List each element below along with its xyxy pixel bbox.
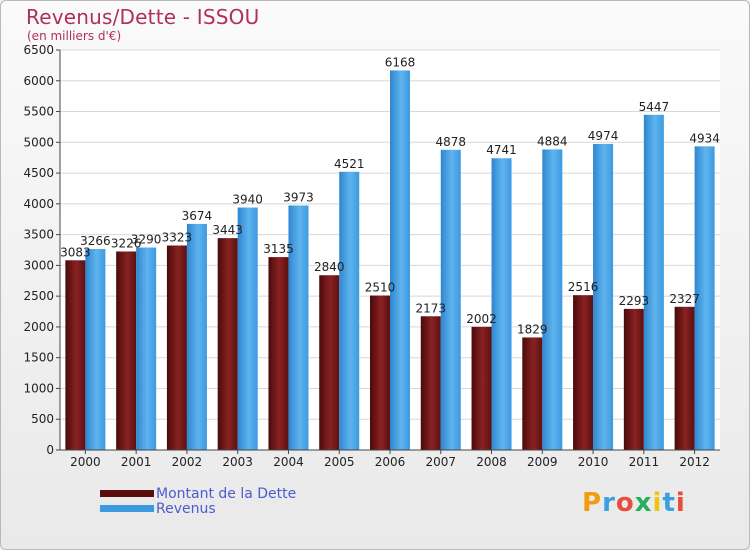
bar-debt [65, 260, 86, 450]
y-tick-label: 2500 [23, 289, 54, 303]
legend-label-revenue: Revenus [156, 500, 216, 517]
bar-revenue [542, 149, 563, 450]
chart-subtitle: (en milliers d'€) [27, 29, 122, 43]
bar-debt [471, 326, 492, 450]
legend-swatch-revenue [100, 505, 154, 512]
x-tick-label: 2006 [375, 455, 406, 469]
bar-revenue [390, 70, 410, 450]
bar-debt [268, 257, 289, 450]
bar-debt [522, 337, 543, 450]
data-label-revenue: 4974 [588, 129, 619, 143]
data-label-revenue: 4934 [689, 131, 720, 145]
bar-revenue [85, 249, 106, 450]
x-tick-label: 2001 [121, 455, 152, 469]
data-label-debt: 2840 [314, 260, 345, 274]
data-label-revenue: 6168 [385, 55, 416, 69]
data-label-debt: 3323 [162, 231, 193, 245]
y-tick-label: 5500 [23, 105, 54, 119]
bar-revenue [694, 146, 715, 450]
y-tick-label: 1000 [23, 381, 54, 395]
bar-debt [319, 275, 340, 450]
proxiti-logo: Proxiti [582, 488, 686, 518]
bar-debt [623, 308, 644, 450]
data-label-revenue: 4884 [537, 134, 568, 148]
y-tick-label: 3500 [23, 228, 54, 242]
bar-revenue [186, 223, 207, 450]
bar-debt [674, 306, 695, 450]
y-tick-label: 500 [31, 412, 54, 426]
y-tick-label: 0 [46, 443, 54, 457]
logo-letter: i [675, 488, 686, 518]
x-tick-label: 2009 [527, 455, 558, 469]
x-tick-label: 2005 [324, 455, 355, 469]
legend: Montant de la Dette Revenus [100, 485, 297, 517]
data-label-revenue: 4521 [334, 157, 365, 171]
data-label-revenue: 3973 [283, 191, 314, 205]
bar-revenue [339, 171, 360, 451]
legend-label-debt: Montant de la Dette [156, 485, 297, 502]
data-label-debt: 3443 [212, 223, 243, 237]
x-tick-label: 2004 [273, 455, 304, 469]
x-tick-label: 2003 [222, 455, 253, 469]
bar-revenue [136, 247, 157, 450]
logo-letter: i [652, 488, 663, 518]
y-tick-label: 6500 [23, 43, 54, 57]
x-tick-label: 2008 [476, 455, 507, 469]
data-label-revenue: 5447 [639, 100, 670, 114]
bar-revenue [491, 158, 512, 450]
logo-letter: r [602, 488, 616, 518]
data-label-debt: 2293 [619, 294, 650, 308]
x-tick-label: 2011 [629, 455, 660, 469]
data-label-debt: 2173 [415, 301, 446, 315]
y-tick-label: 4000 [23, 197, 54, 211]
logo-letter: t [662, 488, 676, 518]
data-label-debt: 3135 [263, 242, 294, 256]
bar-revenue [440, 149, 461, 451]
legend-item-debt: Montant de la Dette [100, 485, 297, 502]
data-label-revenue: 3290 [131, 233, 162, 247]
data-label-revenue: 3266 [80, 234, 111, 248]
y-tick-label: 6000 [23, 74, 54, 88]
y-tick-label: 2000 [23, 320, 54, 334]
data-label-debt: 1829 [517, 322, 548, 336]
y-tick-label: 1500 [23, 351, 54, 365]
bar-revenue [288, 205, 309, 450]
x-tick-label: 2002 [172, 455, 203, 469]
data-label-revenue: 3940 [232, 193, 263, 207]
x-tick-label: 2007 [425, 455, 456, 469]
logo-letter: x [634, 488, 653, 518]
data-label-debt: 3083 [60, 245, 91, 259]
y-tick-label: 3000 [23, 258, 54, 272]
x-tick-label: 2010 [578, 455, 609, 469]
bar-revenue [237, 207, 258, 450]
data-label-revenue: 4741 [486, 143, 517, 157]
bar-revenue [643, 114, 664, 451]
bar-debt [217, 238, 238, 450]
bar-debt [573, 295, 594, 450]
y-tick-label: 4500 [23, 166, 54, 180]
x-tick-label: 2012 [679, 455, 710, 469]
bar-debt [420, 316, 441, 450]
x-tick-label: 2000 [70, 455, 101, 469]
chart-title: Revenus/Dette - ISSOU [26, 5, 260, 29]
data-label-revenue: 4878 [435, 135, 466, 149]
bar-debt [166, 245, 187, 450]
data-label-debt: 2516 [568, 280, 599, 294]
data-label-debt: 3226 [111, 236, 142, 250]
legend-item-revenue: Revenus [100, 500, 296, 517]
logo-letter: P [582, 488, 603, 518]
bar-revenue [593, 143, 614, 450]
data-label-revenue: 3674 [182, 209, 213, 223]
data-label-debt: 2510 [365, 281, 396, 295]
y-tick-label: 5000 [23, 135, 54, 149]
data-label-debt: 2002 [466, 312, 497, 326]
bar-debt [116, 251, 137, 450]
data-label-debt: 2327 [669, 292, 700, 306]
logo-letter: o [615, 488, 635, 518]
legend-swatch-debt [100, 490, 154, 497]
bar-debt [370, 295, 390, 450]
